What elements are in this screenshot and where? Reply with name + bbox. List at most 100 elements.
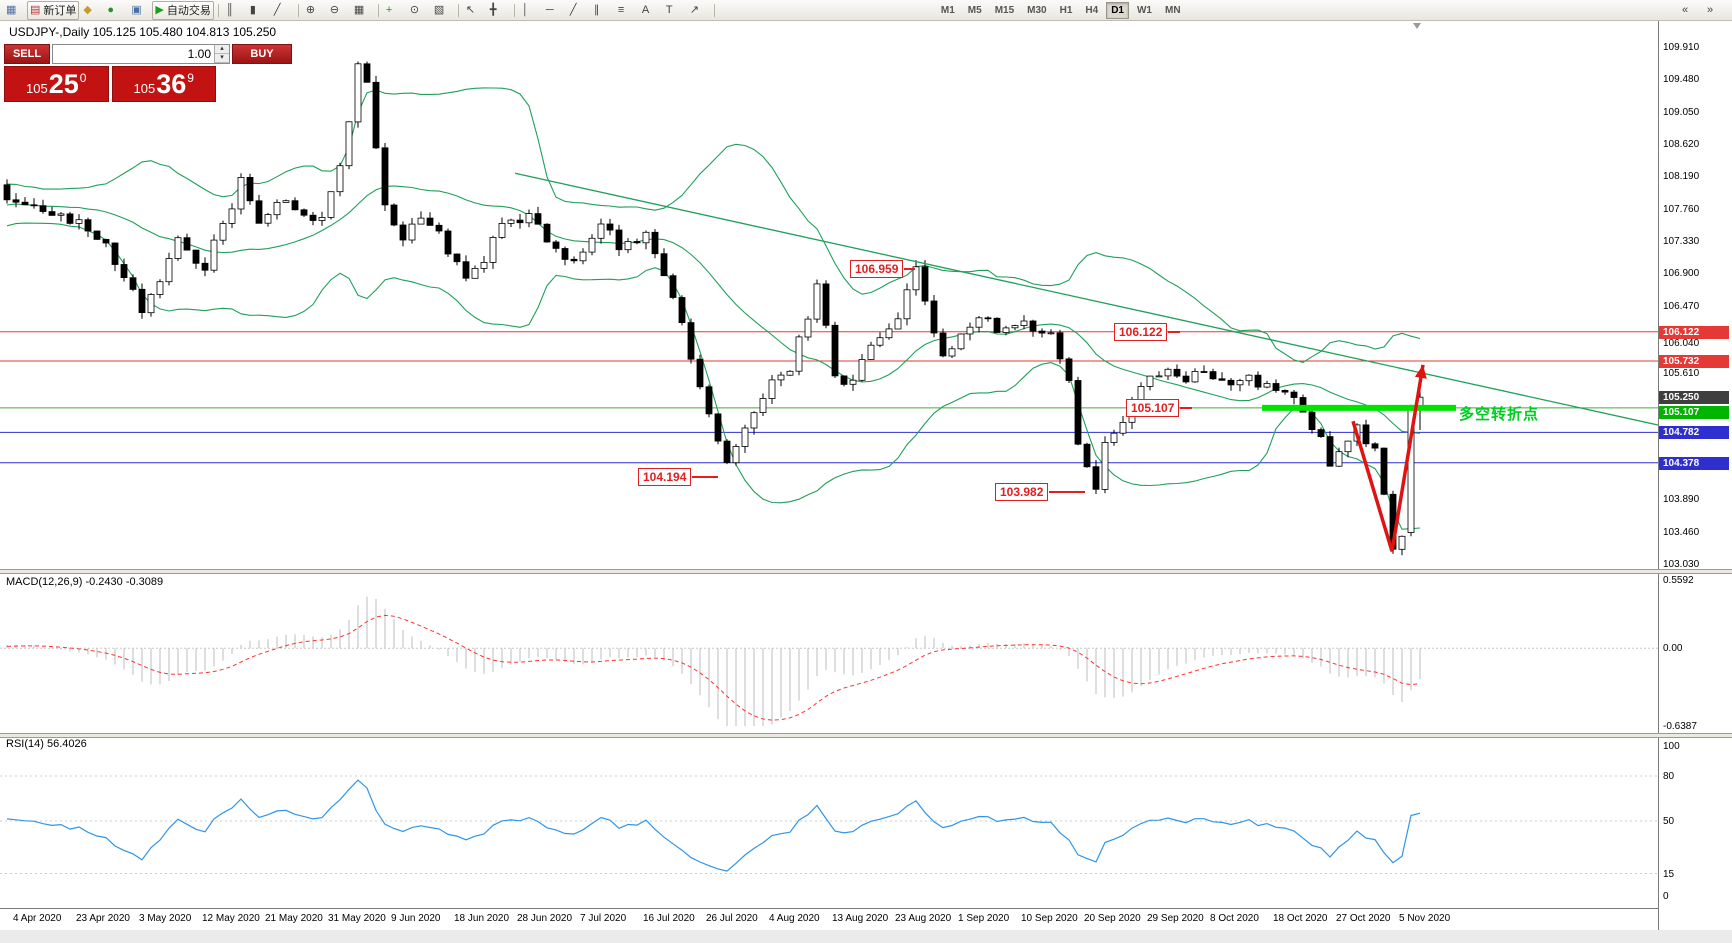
panel-separator[interactable] [0,733,1732,738]
label-button[interactable]: T [665,3,673,16]
chart-shift-right-button[interactable]: » [1707,4,1714,16]
autotrade-button[interactable]: ▶ 自动交易 [152,0,214,20]
toolbar-separator [513,3,515,17]
buy-price-prefix: 105 [133,80,156,96]
timeframe-m5-button[interactable]: M5 [967,4,982,16]
timeframe-m15-button[interactable]: M15 [994,4,1015,16]
volume-up-icon[interactable]: ▴ [215,45,229,54]
vertical-line-button[interactable]: │ [521,3,529,16]
templates-button[interactable]: ▧ [433,3,445,16]
indicators-button[interactable]: + [385,3,393,16]
date-axis-label: 5 Nov 2020 [1399,913,1451,924]
volume-down-icon[interactable]: ▾ [215,54,229,63]
horizontal-line-button[interactable]: ─ [545,3,554,16]
data-window-button[interactable]: ▣ [131,3,142,16]
price-axis-label: 109.050 [1663,106,1700,118]
date-axis-label: 10 Sep 2020 [1021,913,1078,924]
chart-profiles-button[interactable]: ◆ [83,3,92,16]
fibonacci-button[interactable]: ≡ [617,3,625,16]
buy-button[interactable]: BUY [232,44,292,64]
top-toolbar: ▦ ▤ 新订单 ◆ ● ▣ ▶ 自动交易 ║ ▮ ╱ ⊕ ⊖ ▦ + ⊙ ▧ ↖ ╋ │ ─ ╱ ∥ ≡ A T ↗ M1 M5 M15 M… [0,0,1732,21]
sell-price-prefix: 105 [26,80,48,96]
date-axis-label: 16 Jul 2020 [643,913,695,924]
price-axis-label: 108.190 [1663,171,1700,183]
sell-price-button[interactable]: 105 25 0 [4,66,109,102]
date-axis-label: 20 Sep 2020 [1084,913,1141,924]
timeframe-h1-button[interactable]: H1 [1059,4,1073,16]
date-axis-label: 18 Jun 2020 [454,913,510,924]
date-axis-label: 7 Jul 2020 [580,913,627,924]
crosshair-button[interactable]: ╋ [489,3,497,16]
new-order-button[interactable]: ▤ 新订单 [27,0,80,20]
charts-grid-button[interactable]: ▦ [6,3,17,16]
price-axis-label: 106.900 [1663,268,1700,280]
bottom-filler [0,930,1732,943]
timeframe-m30-button[interactable]: M30 [1027,4,1047,16]
date-axis-label: 28 Jun 2020 [517,913,573,924]
zoom-out-button[interactable]: ⊖ [329,3,340,16]
timeframe-mn-button[interactable]: MN [1164,4,1181,16]
volume-input[interactable] [53,45,214,63]
toolbar-right-group: «» [1679,1,1727,20]
date-axis-label: 27 Oct 2020 [1336,913,1391,924]
volume-box: ▴ ▾ [52,44,230,64]
date-axis-label: 21 May 2020 [265,913,323,924]
buy-price-button[interactable]: 105 36 9 [111,66,216,102]
rsi-axis-label: 80 [1663,771,1675,782]
arrows-button[interactable]: ↗ [689,3,700,16]
channel-button[interactable]: ∥ [593,3,600,16]
price-axis-label: 107.330 [1663,235,1700,247]
date-axis-label: 23 Aug 2020 [895,913,952,924]
price-axis-label: 106.040 [1663,337,1700,349]
sell-price-big: 25 [48,69,79,99]
timeframe-h4-button[interactable]: H4 [1085,4,1099,16]
toolbar-separator [457,3,459,17]
time-axis[interactable]: 4 Apr 2020 23 Apr 2020 3 May 2020 12 May 20… [0,908,1658,930]
date-axis-label: 4 Apr 2020 [13,913,62,924]
macd-indicator-canvas[interactable] [0,572,1658,733]
toolbar-separator [297,3,299,17]
date-axis-label: 13 Aug 2020 [832,913,889,924]
price-tag: 106.122 [1659,325,1729,339]
toolbar-separator [217,3,219,17]
price-chart-canvas[interactable] [0,20,1658,570]
rsi-label: RSI(14) 56.4026 [6,738,87,750]
tile-windows-button[interactable]: ▦ [353,3,365,16]
price-axis-label: 103.460 [1663,526,1700,538]
cursor-button[interactable]: ↖ [465,3,476,16]
toolbar-separator [713,3,715,17]
text-button[interactable]: A [641,3,650,16]
price-axis[interactable]: 109.910 109.480 109.050 108.620 108.190 107.7… [1658,20,1732,943]
timeframe-m1-button[interactable]: M1 [940,4,955,16]
chart-shift-left-button[interactable]: « [1682,4,1689,16]
rsi-axis-label: 0 [1663,891,1669,902]
rsi-indicator-canvas[interactable] [0,735,1658,908]
date-axis-label: 18 Oct 2020 [1273,913,1328,924]
macd-axis-label: 0.5592 [1663,575,1694,586]
sell-button[interactable]: SELL [4,44,50,64]
zoom-in-button[interactable]: ⊕ [305,3,316,16]
price-tag: 105.250 [1659,391,1729,405]
toolbar-separator [377,3,379,17]
date-axis-label: 31 May 2020 [328,913,386,924]
timeframe-w1-button[interactable]: W1 [1136,4,1152,16]
bar-chart-button[interactable]: ║ [225,3,234,16]
periods-button[interactable]: ⊙ [409,3,420,16]
date-axis-label: 9 Jun 2020 [391,913,441,924]
price-tag: 104.378 [1659,456,1729,470]
line-chart-button[interactable]: ╱ [273,3,281,16]
date-axis-label: 4 Aug 2020 [769,913,820,924]
buy-price-sup: 9 [187,71,194,85]
timeframe-d1-button[interactable]: D1 [1106,1,1129,19]
market-watch-button[interactable]: ● [107,3,115,16]
price-axis-label: 109.480 [1663,74,1700,86]
trendline-button[interactable]: ╱ [569,3,577,16]
panel-separator[interactable] [0,569,1732,574]
date-axis-label: 23 Apr 2020 [76,913,130,924]
date-axis-label: 3 May 2020 [139,913,192,924]
date-axis-label: 29 Sep 2020 [1147,913,1204,924]
candlestick-chart-button[interactable]: ▮ [249,3,256,16]
date-axis-label: 12 May 2020 [202,913,260,924]
price-axis-label: 105.610 [1663,368,1700,380]
date-axis-label: 1 Sep 2020 [958,913,1010,924]
